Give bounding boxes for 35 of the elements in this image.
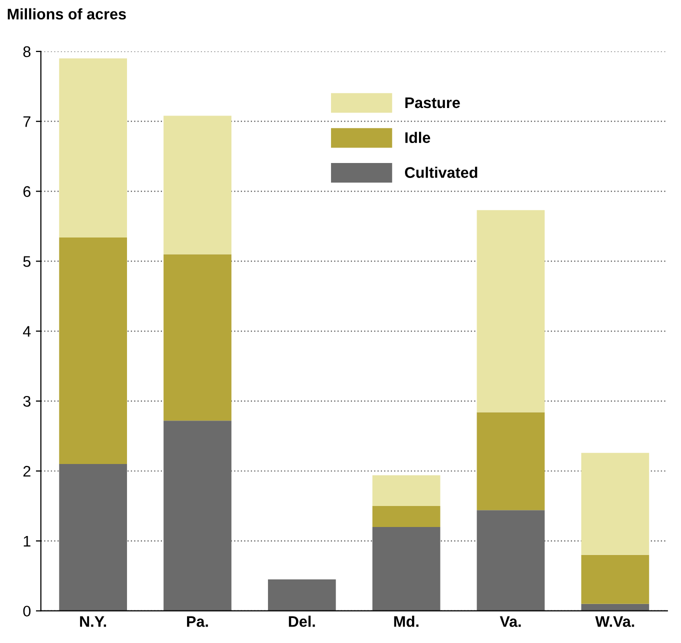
y-tick-label: 5 [23, 256, 30, 267]
x-tick-label: Va. [500, 616, 521, 627]
x-tick-label: Del. [288, 616, 315, 627]
y-tick-label: 3 [23, 396, 30, 407]
y-axis-title: Millions of acres [8, 8, 126, 20]
bar [59, 237, 128, 464]
y-tick-label: 2 [23, 466, 30, 477]
bar [581, 604, 650, 611]
x-tick-label: Pa. [187, 616, 208, 627]
y-tick-label: 4 [22, 326, 31, 337]
bar [268, 579, 336, 611]
bar [476, 412, 545, 510]
bar [164, 254, 232, 421]
legend-label: Cultivated [404, 166, 478, 178]
bar [581, 554, 650, 604]
y-tick-label: 0 [23, 606, 31, 617]
x-tick-label: W.Va. [595, 616, 634, 627]
bar [372, 506, 440, 527]
bar [372, 526, 440, 611]
bar [59, 58, 128, 238]
legend-label: Idle [405, 132, 430, 144]
y-tick-label: 6 [23, 186, 30, 197]
bar [164, 116, 232, 254]
bar [476, 510, 545, 611]
bar [372, 475, 440, 506]
y-tick-label: 7 [23, 116, 30, 127]
x-tick-label: Md. [394, 616, 418, 627]
x-tick-label: N.Y. [80, 616, 106, 627]
bar [164, 420, 232, 611]
bar [59, 464, 128, 611]
y-tick-label: 8 [23, 46, 30, 58]
y-tick-label: 1 [24, 536, 30, 546]
legend-label: Pasture [405, 97, 460, 108]
bar [476, 210, 545, 412]
bar [581, 452, 650, 555]
